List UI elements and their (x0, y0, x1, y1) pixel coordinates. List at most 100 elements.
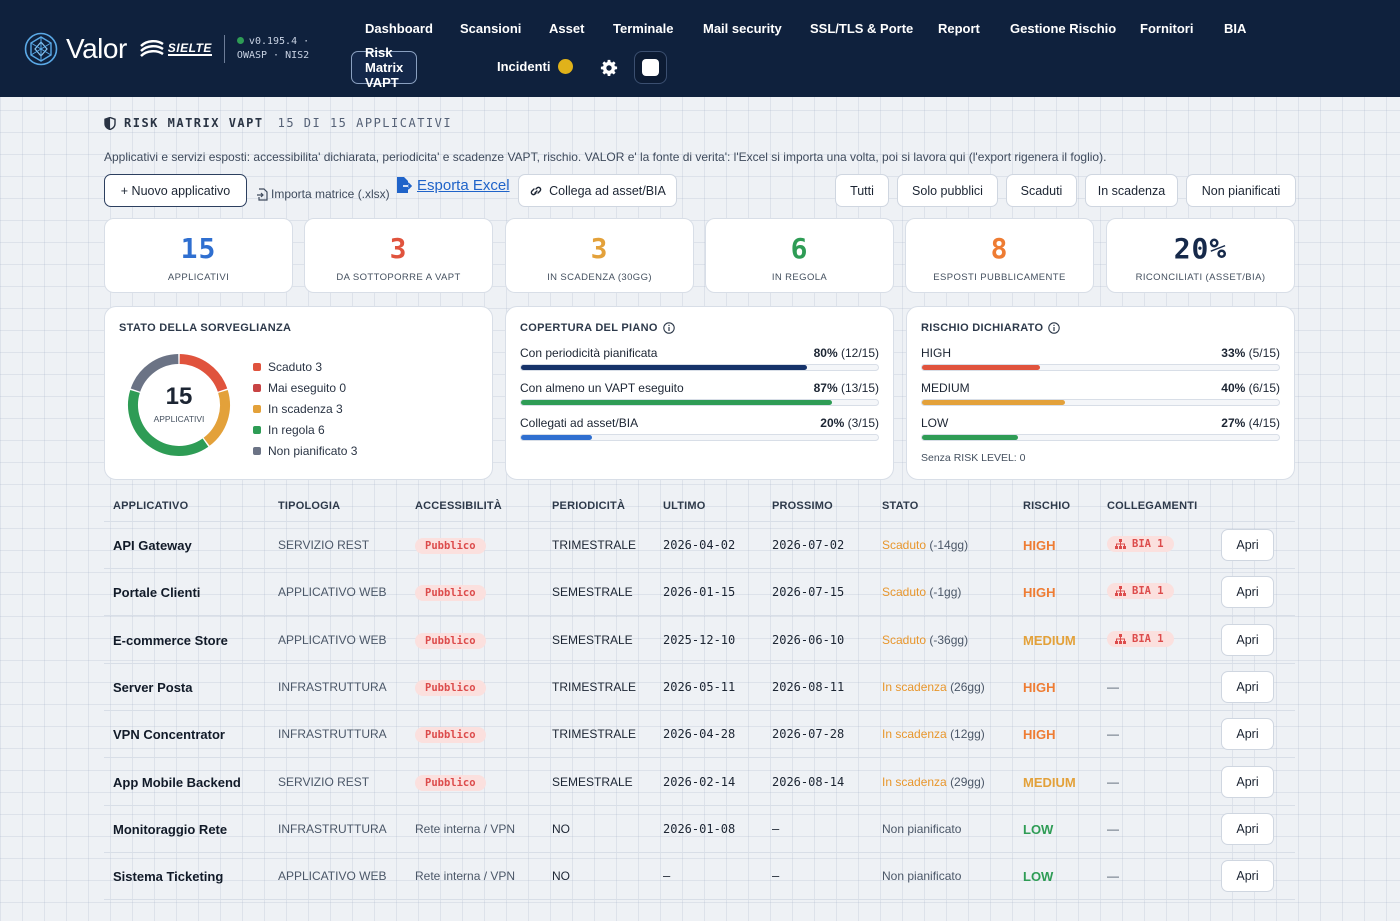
nav-report[interactable]: Report (938, 21, 980, 36)
nav-risk-matrix-vapt[interactable]: Risk Matrix VAPT (351, 45, 418, 90)
app-name[interactable]: Portale Clienti (113, 585, 201, 601)
open-button[interactable]: Apri (1221, 812, 1274, 845)
brand[interactable]: Valor SIELTE v0.195.4 · OWASP · NIS2 (24, 31, 309, 67)
link-assets-bia-button[interactable]: Collega ad asset/BIA (518, 174, 677, 207)
public-badge: Pubblico (415, 538, 486, 554)
export-excel-link[interactable]: Esporta Excel (395, 176, 510, 194)
app-status: Scaduto (-14gg) (882, 538, 968, 552)
new-application-button[interactable]: + Nuovo applicativo (104, 174, 247, 207)
risk-title-row: RISCHIO DICHIARATO (921, 322, 1061, 334)
kpi-card-da-sottoporre[interactable]: 3 DA SOTTOPORRE A VAPT (304, 218, 493, 293)
donut-total: 15 (165, 383, 193, 410)
filter-scaduti[interactable]: Scaduti (1006, 174, 1077, 207)
filter-non-pianificati[interactable]: Non pianificati (1186, 174, 1296, 207)
app-name[interactable]: VPN Concentrator (113, 727, 225, 743)
col-collegamenti[interactable]: COLLEGAMENTI (1107, 500, 1198, 512)
bar-value: 20% (3/15) (820, 416, 879, 430)
nav-bia[interactable]: BIA (1224, 21, 1247, 36)
bar-row: HIGH 33% (5/15) (921, 346, 1280, 371)
nav-terminale[interactable]: Terminale (613, 21, 674, 36)
app-status: Scaduto (-36gg) (882, 633, 968, 647)
app-periodicity: NO (552, 821, 570, 836)
col-periodicita[interactable]: PERIODICITÀ (552, 500, 626, 512)
open-button[interactable]: Apri (1221, 623, 1274, 656)
app-name[interactable]: Sistema Ticketing (113, 869, 224, 885)
import-matrix-link[interactable]: Importa matrice (.xlsx) (256, 187, 390, 201)
col-stato[interactable]: STATO (882, 500, 919, 512)
no-links: — (1107, 869, 1119, 884)
open-button[interactable]: Apri (1221, 860, 1274, 893)
app-name[interactable]: Monitoraggio Rete (113, 821, 228, 837)
nav-fornitori[interactable]: Fornitori (1140, 21, 1194, 36)
filter-in-scadenza[interactable]: In scadenza (1085, 174, 1178, 207)
app-name[interactable]: API Gateway (113, 538, 192, 553)
app-next-vapt: 2026-06-10 (772, 632, 845, 647)
kpi-label: IN REGOLA (771, 272, 828, 283)
nav-dashboard[interactable]: Dashboard (365, 21, 433, 36)
bia-badge[interactable]: BIA 1 (1107, 536, 1174, 552)
open-button[interactable]: Apri (1221, 765, 1274, 798)
app-name[interactable]: App Mobile Backend (113, 774, 241, 790)
nav-scansioni[interactable]: Scansioni (460, 21, 522, 36)
kpi-card-riconciliati[interactable]: 20% RICONCILIATI (ASSET/BIA) (1106, 218, 1295, 293)
col-applicativo[interactable]: APPLICATIVO (113, 500, 189, 512)
theme-toggle-button[interactable] (634, 51, 667, 84)
export-excel-label: Esporta Excel (417, 176, 510, 194)
bia-badge[interactable]: BIA 1 (1107, 583, 1174, 600)
bar-fraction: (13/15) (840, 381, 879, 395)
brand-name: Valor (66, 33, 127, 64)
bia-badge[interactable]: BIA 1 (1107, 630, 1174, 647)
bar-percent: 40% (1221, 381, 1246, 395)
shield-icon (104, 116, 116, 130)
app-next-vapt: 2026-07-28 (772, 727, 845, 742)
col-tipologia[interactable]: TIPOLOGIA (278, 500, 341, 512)
col-rischio[interactable]: RISCHIO (1023, 500, 1071, 512)
coverage-title: COPERTURA DEL PIANO (520, 322, 658, 334)
app-access: Pubblico (415, 585, 486, 602)
app-name[interactable]: E-commerce Store (113, 632, 228, 648)
nav-ssl-tls-porte[interactable]: SSL/TLS & Porte (810, 21, 914, 36)
app-links: — (1107, 869, 1119, 883)
app-access: Pubblico (415, 632, 486, 649)
status-detail: (-1gg) (929, 585, 962, 600)
page-subtitle: Applicativi e servizi esposti: accessibi… (104, 150, 1107, 164)
info-icon[interactable] (662, 322, 675, 334)
app-risk: HIGH (1023, 727, 1056, 743)
col-accessibilita[interactable]: ACCESSIBILITÀ (415, 500, 502, 512)
gear-icon[interactable] (600, 59, 618, 77)
filter-tutti[interactable]: Tutti (835, 174, 889, 207)
public-badge: Pubblico (415, 727, 486, 744)
app-type: APPLICATIVO WEB (278, 632, 387, 647)
page-title-text: RISK MATRIX VAPT (124, 116, 264, 130)
filter-solo-pubblici[interactable]: Solo pubblici (897, 174, 998, 207)
kpi-card-in-scadenza[interactable]: 3 IN SCADENZA (30GG) (505, 218, 694, 293)
incident-status-dot-icon (558, 59, 574, 74)
kpi-card-esposti[interactable]: 8 ESPOSTI PUBBLICAMENTE (905, 218, 1094, 293)
kpi-card-in-regola[interactable]: 6 IN REGOLA (705, 218, 894, 293)
info-icon[interactable] (1048, 322, 1061, 334)
bar-value: 33% (5/15) (1221, 346, 1280, 360)
coverage-title-row: COPERTURA DEL PIANO (520, 322, 675, 334)
kpi-label: IN SCADENZA (30GG) (547, 272, 652, 283)
legend-swatch (253, 425, 261, 434)
kpi-card-applicativi[interactable]: 15 APPLICATIVI (104, 218, 293, 293)
version-line-2: OWASP · NIS2 (236, 50, 310, 61)
col-prossimo[interactable]: PROSSIMO (772, 500, 833, 512)
app-risk: MEDIUM (1023, 774, 1076, 790)
open-button[interactable]: Apri (1221, 576, 1274, 609)
status-text: In scadenza (882, 679, 947, 694)
app-access: Pubblico (415, 538, 486, 554)
open-button[interactable]: Apri (1221, 529, 1274, 561)
nav-mail-security[interactable]: Mail security (703, 21, 782, 36)
open-button[interactable]: Apri (1221, 670, 1274, 703)
app-type: APPLICATIVO WEB (278, 869, 387, 884)
app-next-vapt: 2026-08-11 (772, 679, 845, 694)
app-last-vapt: 2026-04-02 (663, 538, 736, 552)
col-ultimo[interactable]: ULTIMO (663, 500, 706, 512)
open-button[interactable]: Apri (1221, 718, 1274, 751)
nav-incidenti[interactable]: Incidenti (497, 59, 574, 74)
nav-asset[interactable]: Asset (549, 21, 585, 36)
bar-value: 27% (4/15) (1221, 416, 1280, 430)
app-name[interactable]: Server Posta (113, 679, 193, 695)
nav-gestione-rischio[interactable]: Gestione Rischio (1010, 21, 1117, 36)
